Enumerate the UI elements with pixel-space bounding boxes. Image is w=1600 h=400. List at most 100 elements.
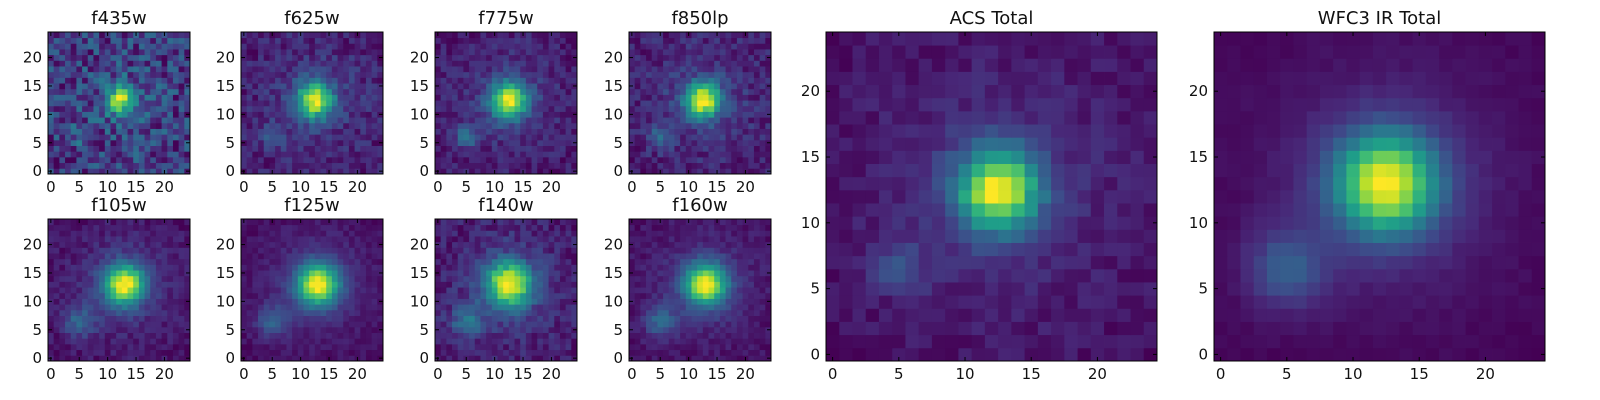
heatmap-cell	[303, 111, 310, 118]
heatmap-cell	[525, 258, 532, 265]
heatmap-cell	[702, 100, 709, 107]
heatmap-cell	[360, 343, 367, 351]
heatmap-cell	[292, 168, 299, 175]
heatmap-cell	[275, 88, 282, 95]
heatmap-cell	[680, 37, 687, 44]
heatmap-cell	[360, 281, 367, 288]
heatmap-cell	[753, 83, 761, 90]
heatmap-cell	[76, 83, 83, 90]
heatmap-cell	[280, 66, 287, 73]
heatmap-cell	[371, 100, 378, 107]
heatmap-cell	[714, 134, 721, 141]
heatmap-cell	[565, 111, 572, 118]
heatmap-cell	[258, 236, 265, 243]
heatmap-cell	[697, 298, 704, 305]
heatmap-cell	[87, 156, 94, 164]
heatmap-cell	[474, 355, 481, 362]
heatmap-cell	[104, 321, 111, 328]
heatmap-cell	[525, 287, 532, 294]
heatmap-cell	[360, 94, 367, 101]
heatmap-cell	[365, 349, 373, 356]
heatmap-cell	[104, 338, 111, 345]
heatmap-cell	[491, 247, 498, 254]
heatmap-cell	[537, 88, 544, 95]
heatmap-cell	[348, 309, 355, 316]
heatmap-cell	[480, 139, 487, 146]
heatmap-cell	[742, 151, 749, 158]
heatmap-cell	[269, 122, 276, 129]
heatmap-cell	[48, 230, 55, 237]
heatmap-cell	[531, 275, 538, 282]
heatmap-cell	[167, 298, 174, 305]
heatmap-cell	[537, 326, 544, 333]
heatmap-cell	[280, 270, 287, 277]
heatmap-cell	[116, 77, 123, 84]
heatmap-cell	[138, 54, 145, 61]
heatmap-cell	[320, 66, 327, 73]
heatmap-cell	[480, 71, 487, 78]
heatmap-cell	[297, 304, 304, 311]
heatmap-cell	[87, 83, 94, 90]
heatmap-cell	[82, 128, 89, 135]
heatmap-cell	[640, 151, 647, 158]
heatmap-cell	[348, 71, 355, 78]
heatmap-cell	[486, 94, 493, 101]
heatmap-cell	[537, 281, 544, 288]
heatmap-cell	[93, 343, 100, 351]
heatmap-cell	[520, 77, 527, 84]
heatmap-cell	[138, 32, 145, 39]
heatmap-cell	[144, 111, 151, 118]
heatmap-cell	[571, 343, 578, 351]
heatmap-cell	[286, 43, 293, 50]
heatmap-cell	[691, 332, 698, 339]
heatmap-cell	[59, 332, 66, 339]
heatmap-cell	[731, 343, 738, 351]
heatmap-cell	[297, 309, 304, 316]
heatmap-cell	[337, 100, 344, 107]
heatmap-cell	[674, 49, 681, 56]
heatmap-cell	[503, 117, 510, 124]
heatmap-cell	[360, 258, 367, 265]
heatmap-cell	[719, 71, 726, 78]
heatmap-cell	[93, 111, 100, 118]
heatmap-cell	[719, 281, 726, 288]
heatmap-cell	[161, 270, 168, 277]
heatmap-cell	[497, 270, 504, 277]
heatmap-cell	[697, 156, 704, 164]
heatmap-cell	[559, 264, 567, 271]
heatmap-cell	[497, 355, 504, 362]
heatmap-cell	[354, 71, 361, 78]
heatmap-cell	[748, 304, 755, 311]
heatmap-cell	[548, 49, 555, 56]
heatmap-cell	[337, 117, 344, 124]
heatmap-cell	[76, 224, 83, 231]
heatmap-cell	[514, 343, 521, 351]
heatmap-cell	[753, 105, 761, 112]
heatmap-cell	[559, 128, 567, 135]
heatmap-cell	[320, 275, 327, 282]
heatmap-cell	[155, 168, 162, 175]
heatmap-cell	[172, 230, 180, 237]
heatmap-cell	[371, 88, 378, 95]
heatmap-cell	[491, 241, 498, 248]
heatmap-cell	[314, 304, 321, 311]
heatmap-cell	[765, 349, 772, 356]
heatmap-cell	[452, 321, 459, 328]
heatmap-cell	[480, 128, 487, 135]
heatmap-cell	[138, 224, 145, 231]
heatmap-cell	[714, 315, 721, 322]
heatmap-cell	[348, 105, 355, 112]
heatmap-cell	[480, 162, 487, 169]
heatmap-cell	[702, 304, 709, 311]
heatmap-cell	[161, 315, 168, 322]
heatmap-cell	[121, 71, 128, 78]
heatmap-cell	[371, 111, 378, 118]
heatmap-cell	[640, 43, 647, 50]
heatmap-cell	[343, 230, 350, 237]
heatmap-cell	[571, 100, 578, 107]
heatmap-cell	[104, 71, 111, 78]
heatmap-cell	[702, 162, 709, 169]
heatmap-cell	[554, 230, 561, 237]
heatmap-cell	[685, 275, 692, 282]
